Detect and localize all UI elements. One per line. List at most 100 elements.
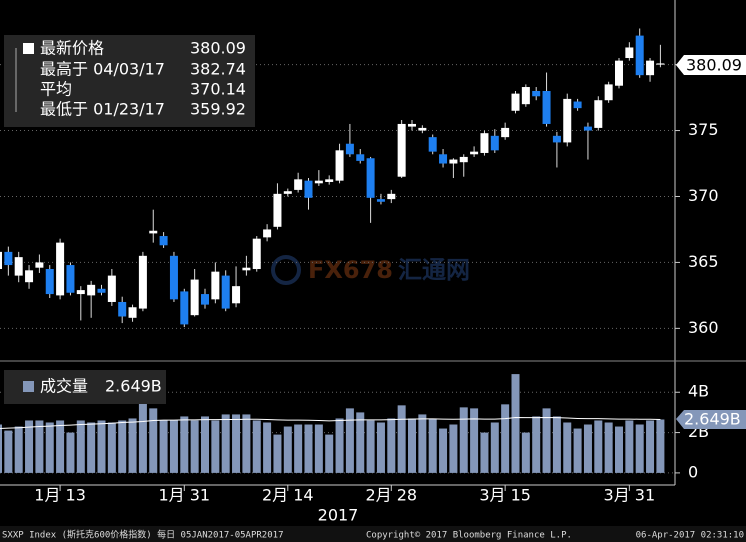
y-tick-label: 370 bbox=[688, 186, 719, 205]
volume-bar bbox=[283, 426, 292, 473]
candle-body bbox=[159, 236, 168, 246]
candle-body bbox=[25, 270, 34, 283]
volume-bar bbox=[45, 422, 54, 473]
volume-bar bbox=[335, 418, 344, 473]
candle-body bbox=[149, 230, 158, 234]
candle-body bbox=[521, 87, 530, 105]
volume-bar bbox=[656, 419, 665, 473]
candle-body bbox=[190, 279, 199, 316]
candle-body bbox=[221, 275, 230, 309]
watermark-logo: FX678 bbox=[308, 256, 393, 284]
x-tick-label: 1月 13 bbox=[34, 486, 86, 505]
x-tick-label: 3月 15 bbox=[479, 486, 531, 505]
candle-body bbox=[439, 154, 448, 164]
volume-bar bbox=[532, 416, 541, 473]
volume-bar bbox=[149, 408, 158, 473]
price-legend: 最新价格 380.09 最高于 04/03/17 382.74 平均 370.1… bbox=[4, 35, 255, 127]
candle-body bbox=[201, 294, 209, 305]
candle-body bbox=[366, 158, 375, 198]
candle-body bbox=[283, 191, 292, 194]
candle-body bbox=[97, 288, 106, 293]
volume-bar bbox=[76, 420, 85, 473]
volume-bar bbox=[4, 430, 13, 473]
volume-bar bbox=[294, 424, 303, 473]
volume-bar bbox=[366, 420, 375, 473]
candle-body bbox=[314, 180, 323, 184]
watermark-name: 汇通网 bbox=[398, 256, 470, 284]
y-tick-label: 365 bbox=[688, 252, 719, 271]
candle-body bbox=[107, 275, 116, 302]
volume-bar bbox=[376, 422, 385, 473]
candle-body bbox=[180, 291, 189, 325]
candle-body bbox=[356, 154, 365, 161]
candle-body bbox=[583, 126, 592, 131]
volume-bar bbox=[242, 414, 251, 473]
last-volume-box bbox=[676, 410, 746, 429]
candle-body bbox=[459, 156, 468, 163]
volume-bar bbox=[646, 420, 655, 473]
candle-body bbox=[128, 307, 137, 318]
volume-bar bbox=[428, 418, 437, 473]
volume-bar bbox=[470, 408, 479, 473]
volume-bar bbox=[583, 424, 592, 473]
candle-body bbox=[646, 60, 655, 76]
legend-value: 2.649B bbox=[105, 377, 162, 396]
volume-bar bbox=[118, 420, 127, 473]
candle-body bbox=[14, 257, 23, 276]
volume-bar bbox=[594, 420, 603, 473]
volume-bar bbox=[439, 428, 448, 473]
legend-label: 成交量 bbox=[40, 377, 88, 396]
candle-body bbox=[573, 101, 582, 109]
candle-body bbox=[501, 127, 510, 138]
candle-body bbox=[345, 143, 354, 155]
volume-bar bbox=[480, 432, 489, 473]
volume-bar bbox=[273, 434, 282, 473]
volume-bar bbox=[14, 426, 23, 473]
last-price-label: 380.09 bbox=[686, 56, 742, 75]
volume-bar bbox=[211, 420, 220, 473]
volume-bar bbox=[252, 420, 261, 473]
volume-legend: 成交量 2.649B bbox=[4, 370, 166, 404]
volume-bar bbox=[314, 424, 323, 473]
candle-body bbox=[604, 84, 613, 101]
legend-label: 平均 bbox=[40, 80, 72, 99]
volume-bar bbox=[138, 397, 147, 473]
volume-bar bbox=[625, 420, 634, 473]
legend-label: 最新价格 bbox=[40, 39, 104, 58]
candle-body bbox=[66, 265, 75, 293]
candle-body bbox=[325, 179, 334, 182]
legend-value: 370.14 bbox=[190, 80, 246, 99]
x-tick-label: 1月 31 bbox=[158, 486, 210, 505]
volume-bar bbox=[56, 420, 65, 473]
candle-body bbox=[335, 150, 344, 181]
volume-bar bbox=[35, 420, 44, 473]
volume-bar bbox=[128, 418, 137, 473]
volume-bar bbox=[397, 405, 406, 473]
footer-right: 06-Apr-2017 02:31:10 bbox=[636, 531, 744, 541]
legend-value: 380.09 bbox=[190, 39, 246, 58]
candle-body bbox=[490, 135, 499, 151]
legend-value: 359.92 bbox=[190, 100, 246, 119]
volume-bar bbox=[418, 414, 427, 473]
legend-icon bbox=[23, 381, 34, 392]
candle-body bbox=[118, 301, 127, 317]
volume-bar bbox=[490, 422, 499, 473]
candle-body bbox=[542, 90, 551, 124]
candle-body bbox=[428, 137, 437, 152]
volume-bar bbox=[387, 418, 396, 473]
volume-bar bbox=[345, 408, 354, 473]
candle-body bbox=[615, 60, 623, 86]
volume-bar bbox=[190, 420, 199, 473]
volume-bar bbox=[408, 418, 416, 473]
candle-body bbox=[418, 127, 427, 131]
candle-body bbox=[35, 262, 44, 268]
x-tick-label: 2月 28 bbox=[365, 486, 417, 505]
candle-body bbox=[470, 151, 479, 155]
candle-body bbox=[656, 63, 665, 65]
volume-bar bbox=[263, 422, 272, 473]
volume-bar bbox=[356, 412, 365, 473]
candle-body bbox=[0, 251, 2, 270]
candle-body bbox=[408, 123, 416, 127]
